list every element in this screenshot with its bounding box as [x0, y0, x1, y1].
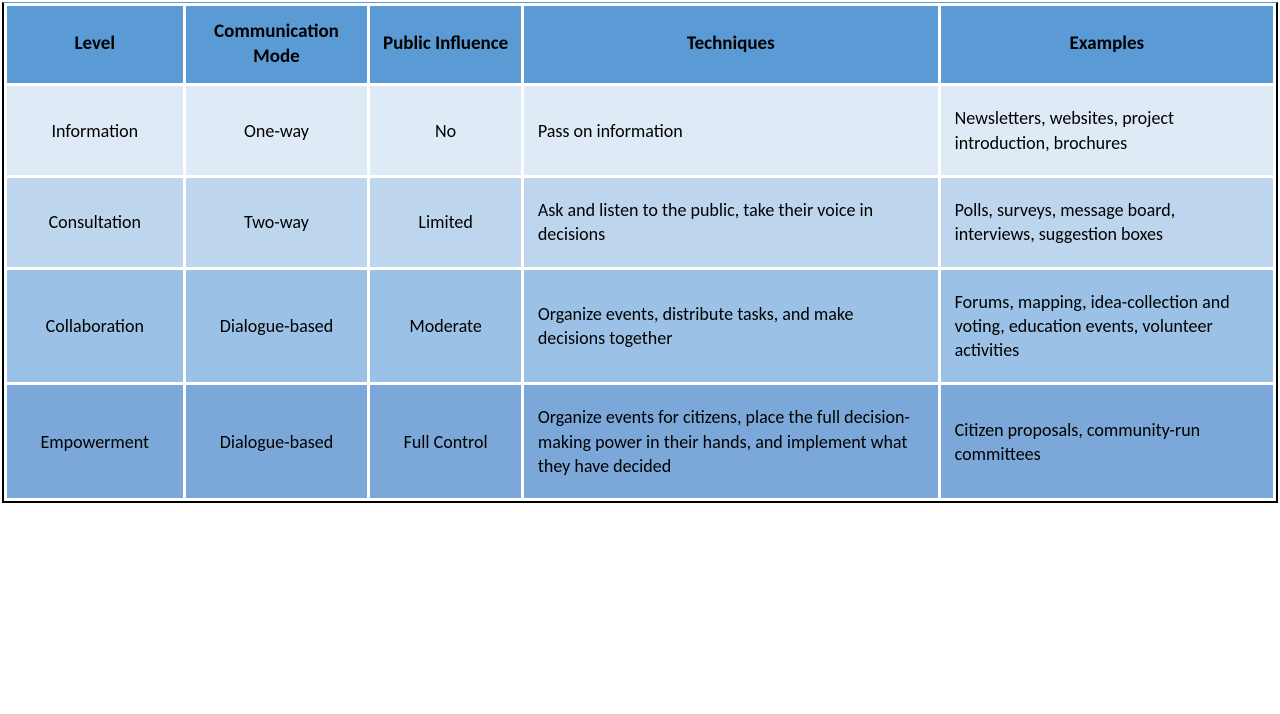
header-public-influence: Public Influence: [370, 6, 520, 83]
cell-techniques: Organize events, distribute tasks, and m…: [524, 270, 938, 383]
header-techniques: Techniques: [524, 6, 938, 83]
cell-influence: No: [370, 86, 520, 175]
header-level: Level: [7, 6, 183, 83]
header-communication-mode: Communication Mode: [186, 6, 368, 83]
cell-techniques: Ask and listen to the public, take their…: [524, 178, 938, 267]
cell-mode: Dialogue-based: [186, 385, 368, 498]
cell-mode: One-way: [186, 86, 368, 175]
cell-level: Empowerment: [7, 385, 183, 498]
participation-table: Level Communication Mode Public Influenc…: [4, 3, 1276, 501]
cell-examples: Polls, surveys, message board, interview…: [941, 178, 1273, 267]
table-header: Level Communication Mode Public Influenc…: [7, 6, 1273, 83]
cell-influence: Limited: [370, 178, 520, 267]
header-examples: Examples: [941, 6, 1273, 83]
cell-influence: Moderate: [370, 270, 520, 383]
cell-examples: Citizen proposals, community-run committ…: [941, 385, 1273, 498]
cell-examples: Forums, mapping, idea-collection and vot…: [941, 270, 1273, 383]
cell-techniques: Pass on information: [524, 86, 938, 175]
cell-techniques: Organize events for citizens, place the …: [524, 385, 938, 498]
table-row: Information One-way No Pass on informati…: [7, 86, 1273, 175]
table-row: Consultation Two-way Limited Ask and lis…: [7, 178, 1273, 267]
cell-influence: Full Control: [370, 385, 520, 498]
cell-level: Collaboration: [7, 270, 183, 383]
header-row: Level Communication Mode Public Influenc…: [7, 6, 1273, 83]
cell-level: Information: [7, 86, 183, 175]
table-row: Collaboration Dialogue-based Moderate Or…: [7, 270, 1273, 383]
cell-mode: Dialogue-based: [186, 270, 368, 383]
cell-level: Consultation: [7, 178, 183, 267]
table-body: Information One-way No Pass on informati…: [7, 86, 1273, 498]
cell-mode: Two-way: [186, 178, 368, 267]
table-row: Empowerment Dialogue-based Full Control …: [7, 385, 1273, 498]
participation-table-container: Level Communication Mode Public Influenc…: [2, 2, 1278, 503]
cell-examples: Newsletters, websites, project introduct…: [941, 86, 1273, 175]
